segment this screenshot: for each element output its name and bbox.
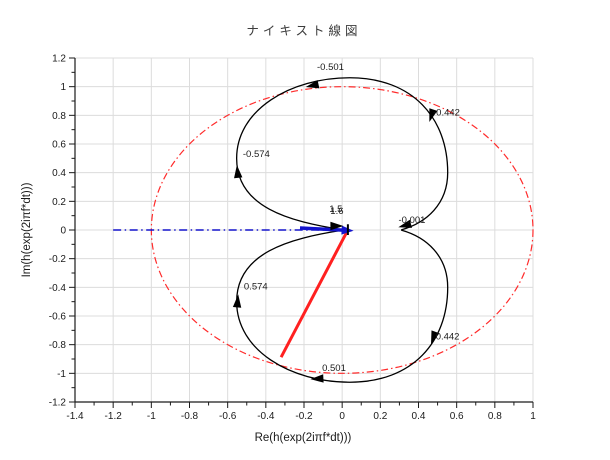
frequency-label: -0.574	[243, 149, 270, 160]
nyquist-locus-curve	[235, 77, 449, 383]
frequency-label: -0.442	[433, 107, 460, 118]
chart-title: ナイキスト線図	[246, 23, 361, 38]
frequency-label: 1.6	[330, 206, 343, 217]
red-radius-line	[279, 230, 349, 358]
y-tick-label: -0.6	[49, 312, 67, 323]
frequency-label: -0.001	[399, 215, 426, 226]
x-tick-label: 0	[339, 411, 345, 422]
frequency-label: 1.5	[329, 204, 342, 215]
x-tick-label: 0.2	[373, 411, 387, 422]
direction-arrow-icon	[431, 330, 440, 345]
y-tick-label: -0.8	[49, 340, 67, 351]
frequency-label: 0.574	[244, 282, 268, 293]
y-tick-label: 1	[60, 82, 66, 93]
y-tick-label: 0.8	[52, 111, 66, 122]
x-tick-label: -1.4	[66, 411, 84, 422]
blue-arrow-shaft	[299, 226, 346, 233]
frequency-label: -0.501	[317, 62, 344, 73]
x-tick-label: -0.4	[257, 411, 275, 422]
direction-arrow-icon	[310, 374, 324, 383]
y-tick-label: 0.4	[52, 168, 66, 179]
x-tick-label: 0.4	[412, 411, 426, 422]
x-tick-label: -0.2	[295, 411, 313, 422]
y-tick-label: -0.2	[49, 254, 67, 265]
y-tick-label: 0.6	[52, 140, 66, 151]
x-axis-label: Re(h(exp(2iπf*dt)))	[255, 432, 352, 444]
x-tick-label: -0.6	[219, 411, 237, 422]
x-tick-label: -0.8	[181, 411, 199, 422]
y-tick-label: 1.2	[52, 54, 66, 65]
direction-arrow-icon	[305, 80, 320, 89]
y-tick-label: 0	[60, 226, 66, 237]
x-tick-label: 1	[530, 411, 536, 422]
x-tick-label: -1	[147, 411, 156, 422]
y-tick-label: 0.2	[52, 197, 66, 208]
direction-arrow-icon	[232, 294, 242, 308]
frequency-label: 0.442	[436, 332, 460, 343]
x-tick-label: -1.2	[105, 411, 123, 422]
x-tick-label: 0.6	[450, 411, 464, 422]
x-tick-label: 0.8	[488, 411, 502, 422]
direction-arrow-icon	[330, 221, 344, 231]
frequency-label: 0.501	[322, 363, 346, 374]
y-axis-label: Im(h(exp(2iπf*dt)))	[21, 182, 33, 277]
direction-arrow-icon	[429, 108, 438, 122]
y-tick-label: -1	[57, 369, 66, 380]
y-tick-label: -0.4	[49, 283, 67, 294]
direction-arrow-icon	[398, 219, 412, 228]
direction-arrow-icon	[234, 164, 243, 179]
y-tick-label: -1.2	[49, 398, 67, 409]
